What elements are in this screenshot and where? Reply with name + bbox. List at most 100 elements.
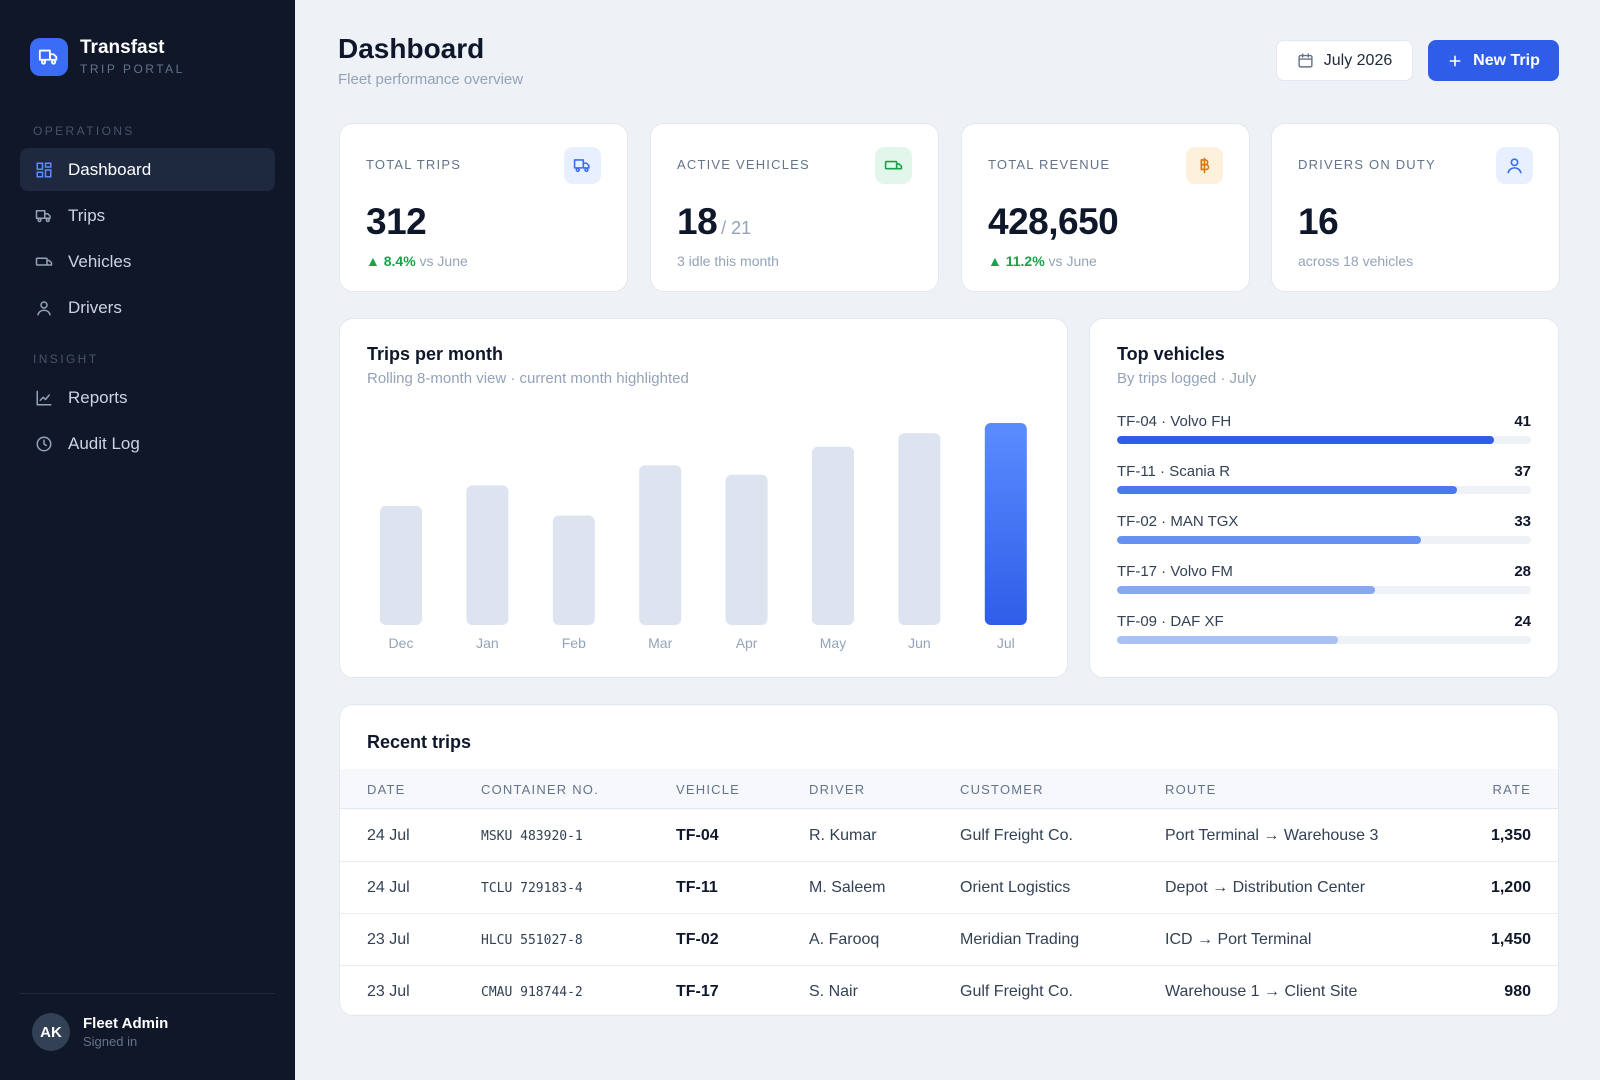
grid-icon <box>34 160 54 180</box>
cell-rate: 1,350 <box>1490 827 1531 844</box>
chart-title: Trips per month <box>367 344 504 364</box>
date-picker-button[interactable]: July 2026 <box>1276 40 1413 81</box>
vehicle-label: TF-02 · MAN TGX <box>1117 513 1239 530</box>
trips-chart-card: Trips per month Rolling 8-month view · c… <box>339 318 1068 678</box>
cell-container-no: TCLU 729183-4 <box>481 881 583 896</box>
sidebar-item-trips[interactable]: Trips <box>20 194 275 237</box>
column-header-vehicle[interactable]: VEHICLE <box>676 782 741 797</box>
column-header-rate[interactable]: RATE <box>1492 782 1531 797</box>
vehicle-progress-fill <box>1117 486 1458 494</box>
sidebar-item-vehicles[interactable]: Vehicles <box>20 240 275 283</box>
vehicle-trip-count: 41 <box>1514 413 1531 430</box>
vehicle-label: TF-09 · DAF XF <box>1117 613 1224 630</box>
cell-driver: S. Nair <box>809 983 858 1000</box>
vehicle-trip-count: 28 <box>1514 563 1531 580</box>
chart-subtitle: Rolling 8-month view · current month hig… <box>367 370 689 387</box>
brand-subtitle: TRIP PORTAL <box>80 62 185 76</box>
sidebar-item-drivers[interactable]: Drivers <box>20 286 275 329</box>
bar-may[interactable] <box>812 446 854 625</box>
bar-mar[interactable] <box>639 465 682 625</box>
column-header-route[interactable]: ROUTE <box>1165 782 1217 797</box>
sidebar-item-reports[interactable]: Reports <box>20 376 275 419</box>
bar-jan[interactable] <box>466 485 509 625</box>
cell-rate: 1,200 <box>1490 879 1531 896</box>
x-tick-label: Dec <box>389 635 414 651</box>
x-tick-label: Feb <box>562 635 586 651</box>
vehicle-rank-row[interactable]: TF-04 · Volvo FH 41 <box>1117 413 1531 444</box>
cell-container-no: MSKU 483920-1 <box>481 829 583 844</box>
stat-value: 18/ 21 <box>677 201 751 243</box>
recent-trips-title: Recent trips <box>367 732 472 752</box>
vehicle-label: TF-17 · Volvo FM <box>1117 563 1233 580</box>
line-chart-icon <box>34 388 54 408</box>
table-header: DATE CONTAINER NO. VEHICLE DRIVER CUSTOM… <box>340 769 1558 809</box>
new-trip-label: New Trip <box>1473 51 1540 69</box>
date-label: July 2026 <box>1323 51 1393 69</box>
table-row[interactable]: 23 Jul HLCU 551027-8 TF-02 A. Farooq Meridia… <box>340 914 1558 966</box>
user-icon <box>1496 147 1533 184</box>
stat-comparison: vs June <box>415 253 468 269</box>
vehicle-trip-count: 24 <box>1514 613 1531 630</box>
table-row[interactable]: 24 Jul MSKU 483920-1 TF-04 R. Kumar Gulf Fre… <box>340 810 1558 862</box>
stat-footnote: ▲ 11.2% vs June <box>988 253 1097 269</box>
vehicle-rank-row[interactable]: TF-17 · Volvo FM 28 <box>1117 563 1531 594</box>
bar-jul[interactable] <box>984 423 1027 625</box>
vehicle-progress-fill <box>1117 436 1495 444</box>
stat-value: 312 <box>366 201 427 242</box>
cell-vehicle: TF-11 <box>676 879 718 896</box>
cell-route: Warehouse 1 → Client Site <box>1165 983 1358 1000</box>
sidebar-divider <box>20 993 275 994</box>
table-row[interactable]: 24 Jul TCLU 729183-4 TF-11 M. Saleem Orient … <box>340 862 1558 914</box>
cell-rate: 980 <box>1504 983 1531 1000</box>
vehicle-progress-track <box>1117 586 1531 594</box>
vehicle-rank-row[interactable]: TF-09 · DAF XF 24 <box>1117 613 1531 644</box>
x-tick-label: Jul <box>997 635 1015 651</box>
user-profile[interactable]: AK Fleet Admin Signed in <box>32 1013 168 1051</box>
vehicle-icon <box>875 147 912 184</box>
table-row[interactable]: 23 Jul CMAU 918744-2 TF-17 S. Nair Gulf Frei… <box>340 966 1558 1015</box>
bar-dec[interactable] <box>380 505 422 625</box>
cell-container-no: HLCU 551027-8 <box>481 933 583 948</box>
sidebar-item-label: Dashboard <box>68 159 152 179</box>
stat-footnote: ▲ 8.4% vs June <box>366 253 468 269</box>
nav-section-insight: INSIGHT <box>33 352 99 366</box>
column-header-container[interactable]: CONTAINER NO. <box>481 782 599 797</box>
cell-driver: R. Kumar <box>809 827 877 844</box>
recent-trips-card: Recent trips DATE CONTAINER NO. VEHICLE … <box>339 704 1559 1016</box>
cell-customer: Orient Logistics <box>960 879 1071 896</box>
column-header-customer[interactable]: CUSTOMER <box>960 782 1044 797</box>
vehicle-progress-track <box>1117 436 1531 444</box>
truck-icon <box>34 206 54 226</box>
stat-footnote: across 18 vehicles <box>1298 253 1414 269</box>
vehicle-icon <box>34 252 54 272</box>
column-header-date[interactable]: DATE <box>367 782 406 797</box>
vehicle-progress-fill <box>1117 536 1421 544</box>
sidebar-item-audit-log[interactable]: Audit Log <box>20 422 275 465</box>
vehicle-progress-track <box>1117 536 1531 544</box>
vehicle-progress-track <box>1117 636 1531 644</box>
top-vehicles-subtitle: By trips logged · July <box>1117 370 1257 387</box>
x-tick-label: May <box>820 635 846 651</box>
cell-customer: Gulf Freight Co. <box>960 983 1073 1000</box>
x-tick-label: Mar <box>648 635 672 651</box>
bar-jun[interactable] <box>898 433 941 625</box>
brand[interactable]: Transfast TRIP PORTAL <box>30 37 185 77</box>
new-trip-button[interactable]: New Trip <box>1428 40 1559 81</box>
trend-up: ▲ 11.2% <box>988 253 1045 269</box>
truck-icon <box>30 38 68 76</box>
truck-icon <box>564 147 601 184</box>
cell-date: 23 Jul <box>367 983 410 1000</box>
bar-feb[interactable] <box>552 515 595 625</box>
vehicle-rank-row[interactable]: TF-11 · Scania R 37 <box>1117 463 1531 494</box>
user-icon <box>34 298 54 318</box>
x-tick-label: Jan <box>476 635 499 651</box>
page-title: Dashboard <box>338 33 485 64</box>
trips-bar-chart: Dec Jan Feb Mar Apr May Jun Jul <box>380 423 1027 651</box>
trend-up: ▲ 8.4% <box>366 253 416 269</box>
bar-apr[interactable] <box>725 474 768 625</box>
sidebar-item-dashboard[interactable]: Dashboard <box>20 148 275 191</box>
column-header-driver[interactable]: DRIVER <box>809 782 866 797</box>
vehicle-progress-fill <box>1117 636 1338 644</box>
plus-icon <box>1447 53 1463 69</box>
vehicle-rank-row[interactable]: TF-02 · MAN TGX 33 <box>1117 513 1531 544</box>
